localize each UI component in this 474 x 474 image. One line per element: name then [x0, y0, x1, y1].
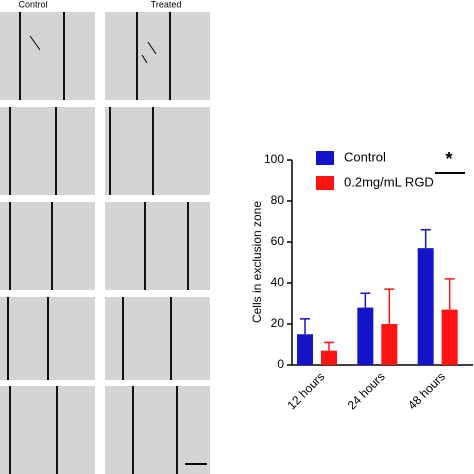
micrograph: [105, 12, 210, 100]
error-bar: [384, 288, 395, 324]
micrograph: [0, 107, 95, 195]
x-tick-label: 12 hours: [284, 369, 327, 412]
column-label: Control: [18, 0, 47, 9]
micrograph: [0, 202, 95, 290]
micrograph: [105, 202, 210, 290]
bar: [357, 307, 374, 365]
x-tick-label: 48 hours: [405, 369, 448, 412]
bar: [381, 324, 398, 365]
y-tick-label: 100: [264, 152, 284, 166]
error-bar: [360, 292, 371, 308]
legend-swatch: [316, 176, 334, 190]
bar: [321, 350, 337, 365]
y-tick-label: 80: [271, 193, 285, 207]
legend-label: Control: [344, 149, 386, 164]
error-bar: [420, 228, 431, 249]
micrograph: [105, 297, 210, 380]
x-tick-label: 24 hours: [345, 369, 388, 412]
y-tick-label: 0: [277, 357, 284, 371]
bar: [297, 334, 313, 365]
y-tick-label: 40: [271, 275, 285, 289]
column-label: Treated: [151, 0, 182, 9]
y-tick-label: 20: [271, 316, 285, 330]
bar: [417, 248, 434, 365]
micrographs: [0, 12, 210, 474]
error-bar: [444, 278, 455, 310]
legend-label: 0.2mg/mL RGD: [344, 174, 434, 189]
bar: [441, 309, 458, 365]
micrograph: [0, 12, 95, 100]
y-tick-label: 60: [271, 234, 285, 248]
micrograph: [105, 107, 210, 195]
micrograph: [0, 386, 95, 474]
error-bar: [300, 318, 310, 335]
micrograph: [105, 386, 210, 474]
error-bar: [324, 341, 334, 351]
significance-star: *: [445, 149, 452, 169]
legend-swatch: [316, 151, 334, 165]
y-axis-label: Cells in exclusion zone: [250, 201, 264, 323]
